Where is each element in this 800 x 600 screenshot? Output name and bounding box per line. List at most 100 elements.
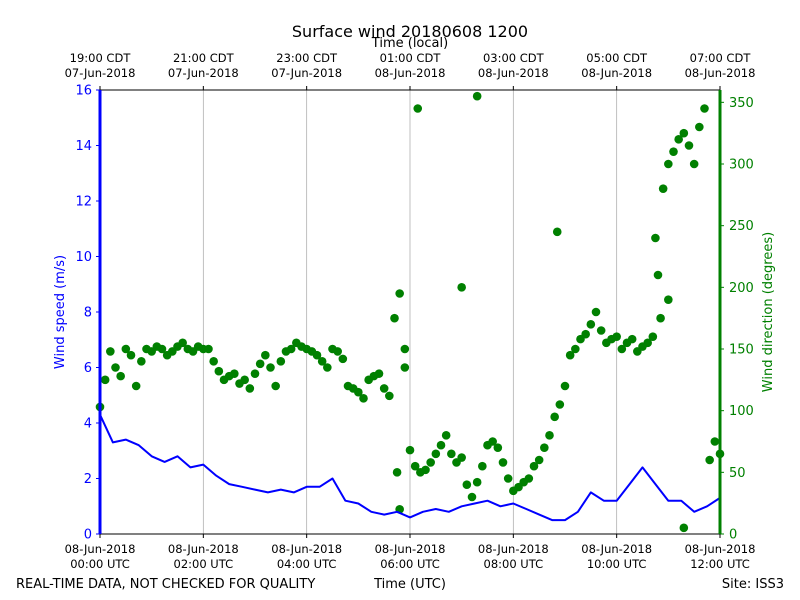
direction-point — [338, 354, 348, 364]
x-tick-date: 08-Jun-2018 — [168, 542, 239, 556]
direction-point — [457, 283, 466, 292]
site-label: Site: ISS3 — [722, 577, 784, 592]
x-tick-time: 12:00 UTC — [690, 557, 750, 571]
left-tick-label: 14 — [75, 139, 92, 154]
right-tick-label: 150 — [729, 343, 754, 358]
left-tick-label: 2 — [84, 472, 92, 487]
top-tick-time: 07:00 CDT — [690, 51, 752, 65]
top-axis-label: Time (local) — [371, 36, 448, 51]
direction-point — [498, 458, 508, 467]
direction-point — [245, 384, 255, 393]
right-tick-label: 300 — [729, 158, 754, 173]
left-tick-label: 10 — [75, 250, 92, 265]
direction-point — [106, 347, 115, 356]
direction-point — [405, 445, 415, 455]
top-tick-time: 21:00 CDT — [173, 51, 235, 65]
left-tick-label: 16 — [75, 84, 92, 99]
direction-point — [390, 313, 399, 323]
direction-point — [400, 344, 410, 354]
direction-point — [431, 449, 441, 459]
direction-point — [374, 369, 384, 378]
direction-point — [261, 350, 270, 360]
direction-point — [529, 461, 539, 471]
direction-point — [447, 449, 456, 459]
right-tick-label: 100 — [729, 404, 754, 419]
direction-point — [612, 332, 621, 341]
direction-point — [333, 347, 342, 356]
direction-point — [286, 344, 296, 354]
right-tick-label: 250 — [729, 219, 754, 234]
left-tick-label: 12 — [75, 195, 92, 210]
direction-point — [395, 289, 404, 298]
direction-point — [204, 344, 213, 354]
x-tick-time: 00:00 UTC — [70, 557, 130, 571]
top-tick-time: 03:00 CDT — [483, 51, 545, 65]
direction-point — [111, 363, 120, 372]
direction-point — [651, 233, 660, 243]
right-tick-label: 200 — [729, 281, 754, 296]
direction-point — [674, 135, 683, 144]
direction-point — [555, 400, 565, 409]
x-tick-time: 10:00 UTC — [587, 557, 647, 571]
direction-point — [705, 455, 714, 465]
x-tick-date: 08-Jun-2018 — [271, 542, 342, 556]
direction-point — [591, 307, 601, 317]
gridlines — [202, 90, 618, 534]
direction-point — [710, 437, 720, 446]
direction-point — [436, 440, 446, 450]
direction-point — [385, 391, 394, 401]
direction-point — [472, 477, 482, 487]
direction-point — [462, 480, 472, 489]
x-tick-time: 06:00 UTC — [380, 557, 440, 571]
top-tick-date: 07-Jun-2018 — [65, 66, 136, 80]
x-tick-date: 08-Jun-2018 — [65, 542, 136, 556]
direction-point — [503, 474, 513, 483]
direction-point — [472, 91, 482, 101]
top-tick-time: 23:00 CDT — [276, 51, 338, 65]
direction-point — [276, 357, 286, 366]
direction-point — [121, 344, 131, 354]
top-tick-time: 05:00 CDT — [586, 51, 648, 65]
direction-point — [552, 227, 562, 237]
top-tick-date: 08-Jun-2018 — [685, 66, 756, 80]
direction-point — [664, 159, 673, 169]
direction-point — [653, 270, 663, 280]
direction-point — [209, 357, 218, 366]
direction-point — [571, 344, 580, 354]
direction-point — [656, 313, 665, 323]
direction-point — [178, 338, 187, 348]
direction-point — [426, 458, 435, 467]
direction-point — [586, 320, 596, 329]
direction-point — [157, 344, 167, 354]
direction-point — [421, 465, 430, 475]
direction-point — [545, 431, 554, 440]
direction-point — [684, 141, 694, 150]
direction-point — [359, 394, 368, 403]
direction-point — [648, 332, 658, 341]
direction-point — [266, 363, 275, 372]
direction-point — [488, 437, 497, 446]
left-tick-label: 6 — [84, 361, 92, 376]
direction-point — [700, 104, 709, 113]
direction-series — [95, 91, 725, 533]
direction-point — [312, 350, 322, 360]
direction-point — [441, 431, 451, 440]
direction-point — [379, 384, 389, 393]
direction-point — [137, 357, 146, 366]
direction-point — [323, 363, 332, 372]
direction-point — [478, 461, 487, 471]
top-tick-date: 07-Jun-2018 — [271, 66, 342, 80]
direction-point — [100, 375, 110, 385]
quality-note: REAL-TIME DATA, NOT CHECKED FOR QUALITY — [16, 577, 315, 592]
left-tick-label: 8 — [84, 306, 92, 321]
bottom-axis-label: Time (UTC) — [373, 577, 446, 592]
direction-point — [410, 461, 420, 471]
direction-point — [596, 326, 606, 335]
direction-point — [400, 363, 410, 372]
direction-point — [695, 122, 704, 132]
left-tick-label: 4 — [84, 417, 92, 432]
x-tick-time: 08:00 UTC — [484, 557, 544, 571]
direction-point — [669, 147, 678, 156]
direction-point — [131, 381, 141, 391]
direction-point — [664, 295, 673, 304]
